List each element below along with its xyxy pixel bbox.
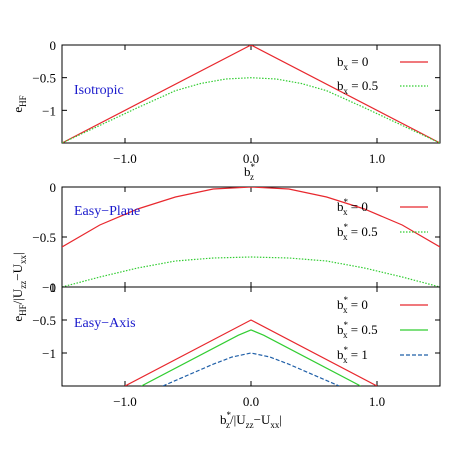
xlabel-main: b — [244, 164, 251, 179]
legend-label: b* x = 0.5 — [337, 222, 378, 242]
y-axis-label-bottom: eHF/|Uzz−Uxx| — [10, 252, 28, 321]
legend-label: b* x = 0 — [337, 295, 368, 315]
y-tick-label: −0.5 — [32, 313, 56, 328]
legend-symbol: b — [337, 224, 344, 239]
series-line-1 — [124, 319, 378, 386]
legend-value: = 0 — [348, 297, 368, 312]
legend-value: = 0.5 — [348, 224, 378, 239]
y-tick-label: 0 — [50, 180, 57, 195]
legend-symbol: b — [337, 297, 344, 312]
y-tick-label: −0.5 — [32, 230, 56, 245]
x-tick-label: −1.0 — [113, 394, 137, 409]
x-axis-label-bottom: b* z/|Uzz−Uxx| — [220, 410, 282, 430]
ylabel-rest2: −U — [10, 263, 25, 280]
panel-annotation: Isotropic — [74, 83, 124, 98]
legend-sub: x — [343, 305, 348, 315]
xlabel-sub2: zz — [246, 420, 254, 430]
legend-value: = 0 — [348, 54, 368, 69]
series-line-1 — [62, 45, 440, 143]
panel-3: 0−0.5−1−1.0 0.0 1.0b* x = 0b* x = 0.5b* x = 1… — [32, 280, 441, 409]
legend-symbol: b — [337, 347, 344, 362]
xlabel-rest2: −U — [254, 412, 271, 427]
y-tick-label: −1 — [42, 103, 56, 118]
panel-annotation: Easy−Axis — [74, 316, 136, 331]
series-line-2 — [62, 77, 440, 143]
legend-sup: * — [344, 197, 349, 207]
legend-label: bx = 0.5 — [337, 78, 378, 96]
legend-label: b* x = 1 — [337, 345, 368, 365]
legend-symbol: b — [337, 54, 344, 69]
y-tick-label: −0.5 — [32, 71, 56, 86]
legend-value: = 0.5 — [348, 78, 378, 93]
series-line-1 — [62, 187, 440, 248]
xlabel-sub: z — [250, 172, 254, 182]
legend-value: = 1 — [348, 347, 368, 362]
legend-sub: x — [343, 330, 348, 340]
legend-sub: x — [344, 86, 349, 96]
legend-sup: * — [344, 345, 349, 355]
y-tick-label: −1 — [42, 280, 56, 295]
x-axis-label-top: b* z — [244, 162, 256, 182]
plot-frame — [61, 286, 441, 387]
ylabel-sub: HF — [18, 304, 28, 316]
y-tick-label: −1 — [42, 346, 56, 361]
panel-annotation: Easy−Plane — [74, 204, 140, 219]
ylabel-main: e — [10, 107, 25, 113]
xlabel-rest3: | — [279, 412, 282, 427]
xlabel-main: b — [220, 412, 227, 427]
ylabel-sub: HF — [18, 95, 28, 107]
legend-sup: * — [344, 320, 349, 330]
legend-label: b* x = 0.5 — [337, 320, 378, 340]
x-tick-label: 0.0 — [243, 394, 259, 409]
xlabel-sup: * — [227, 410, 232, 420]
ylabel-rest3: | — [10, 252, 25, 255]
legend-sub: x — [344, 62, 349, 72]
ylabel-rest: /|U — [10, 288, 25, 304]
legend-sub: x — [343, 207, 348, 217]
ylabel-sub2: zz — [18, 281, 28, 289]
y-tick-label: 0 — [50, 38, 57, 53]
legend-label: bx = 0 — [337, 54, 368, 72]
legend-label: b* x = 0 — [337, 197, 368, 217]
x-tick-label: −1.0 — [113, 151, 137, 166]
xlabel-sup: * — [251, 162, 256, 172]
x-tick-label: 0.0 — [243, 151, 259, 166]
legend-sup: * — [344, 295, 349, 305]
plot-frame — [61, 186, 441, 288]
x-tick-label: 1.0 — [369, 151, 385, 166]
xlabel-sub: z — [226, 420, 230, 430]
ylabel-main: e — [10, 316, 25, 322]
series-group — [124, 319, 378, 386]
xlabel-sub3: xx — [270, 420, 280, 430]
legend-sub: x — [343, 232, 348, 242]
legend-sub: x — [343, 355, 348, 365]
series-line-2 — [141, 329, 361, 386]
legend-sup: * — [344, 222, 349, 232]
y-tick-label: 0 — [50, 280, 57, 295]
series-group — [62, 45, 440, 143]
x-tick-label: 1.0 — [369, 394, 385, 409]
legend-symbol: b — [337, 322, 344, 337]
y-axis-label-top: eHF — [10, 95, 28, 112]
legend-symbol: b — [337, 78, 344, 93]
legend-symbol: b — [337, 199, 344, 214]
legend-value: = 0 — [348, 199, 368, 214]
series-group — [62, 187, 440, 287]
series-line-3 — [162, 352, 340, 386]
series-line-2 — [62, 256, 440, 287]
ylabel-sub3: xx — [18, 254, 28, 264]
legend-value: = 0.5 — [348, 322, 378, 337]
xlabel-rest: /|U — [230, 412, 246, 427]
